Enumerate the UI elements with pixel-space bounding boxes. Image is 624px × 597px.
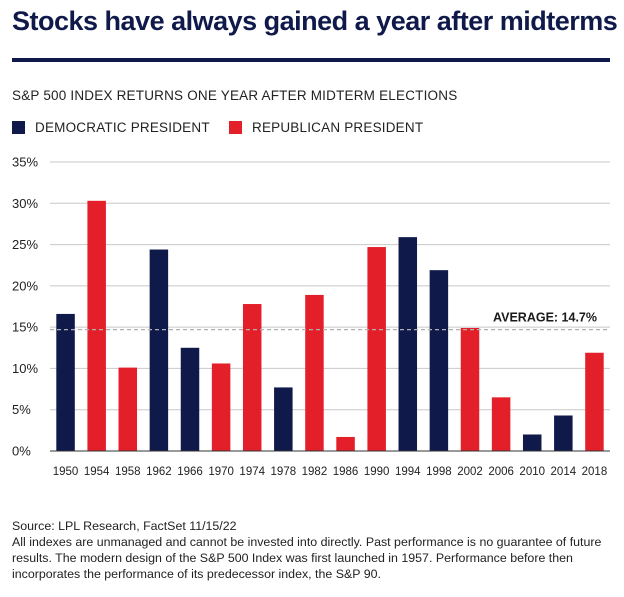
bar (56, 313, 75, 451)
average-label: AVERAGE: 14.7% (493, 311, 597, 325)
x-tick-label: 2014 (551, 466, 577, 478)
bar (429, 270, 449, 451)
x-tick-label: 1970 (208, 466, 234, 478)
x-tick-label: 2006 (488, 466, 514, 478)
x-tick-label: 1966 (177, 466, 203, 478)
bar (585, 352, 604, 451)
legend-item-republican: REPUBLICAN PRESIDENT (229, 118, 423, 136)
bar (554, 415, 573, 451)
y-tick-label: 25% (12, 237, 38, 252)
legend-swatch-democratic (12, 120, 25, 134)
y-tick-label: 10% (12, 361, 38, 376)
x-tick-label: 1962 (146, 466, 172, 478)
bar (460, 327, 480, 451)
y-tick-label: 35% (12, 155, 38, 170)
bar (242, 304, 262, 451)
bar (522, 434, 542, 451)
x-tick-label: 1954 (84, 466, 110, 478)
x-tick-label: 1982 (302, 466, 328, 478)
bar (398, 237, 418, 451)
chart-subtitle: S&P 500 INDEX RETURNS ONE YEAR AFTER MID… (12, 88, 458, 103)
legend-label-democratic: DEMOCRATIC PRESIDENT (35, 119, 210, 135)
x-tick-label: 2002 (457, 466, 483, 478)
x-tick-label: 1986 (333, 466, 359, 478)
legend-label-republican: REPUBLICAN PRESIDENT (252, 119, 424, 135)
source-note: Source: LPL Research, FactSet 11/15/22 (12, 519, 237, 533)
x-tick-label: 1994 (395, 466, 421, 478)
y-tick-label: 30% (12, 196, 38, 211)
bar (180, 347, 200, 451)
x-tick-label: 1958 (115, 466, 141, 478)
bar (367, 247, 386, 451)
title-divider (12, 58, 610, 62)
disclaimer-note: All indexes are unmanaged and cannot be … (12, 535, 602, 581)
y-tick-label: 5% (12, 402, 31, 417)
x-tick-label: 1990 (364, 466, 390, 478)
x-tick-label: 1978 (271, 466, 297, 478)
bar (336, 436, 355, 451)
legend-item-democratic: DEMOCRATIC PRESIDENT (12, 118, 210, 136)
bar (274, 387, 293, 451)
y-tick-label: 0% (12, 444, 31, 459)
x-tick-label: 2010 (519, 466, 545, 478)
bar (118, 367, 138, 451)
x-tick-label: 1998 (426, 466, 452, 478)
bar (211, 363, 231, 451)
bar (149, 249, 169, 451)
bar (305, 294, 324, 451)
x-tick-label: 1950 (53, 466, 79, 478)
chart-title: Stocks have always gained a year after m… (12, 6, 618, 36)
y-tick-label: 20% (12, 278, 38, 293)
x-tick-label: 2018 (582, 466, 608, 478)
bar (491, 397, 511, 451)
x-tick-label: 1974 (239, 466, 265, 478)
legend-swatch-republican (229, 120, 242, 134)
bar (87, 200, 106, 451)
bar-chart: 0% 5% 10% 15% 20% 25% 30% 35% 1950 1954 1958 1962 19… (12, 155, 610, 478)
y-tick-label: 15% (12, 320, 38, 335)
